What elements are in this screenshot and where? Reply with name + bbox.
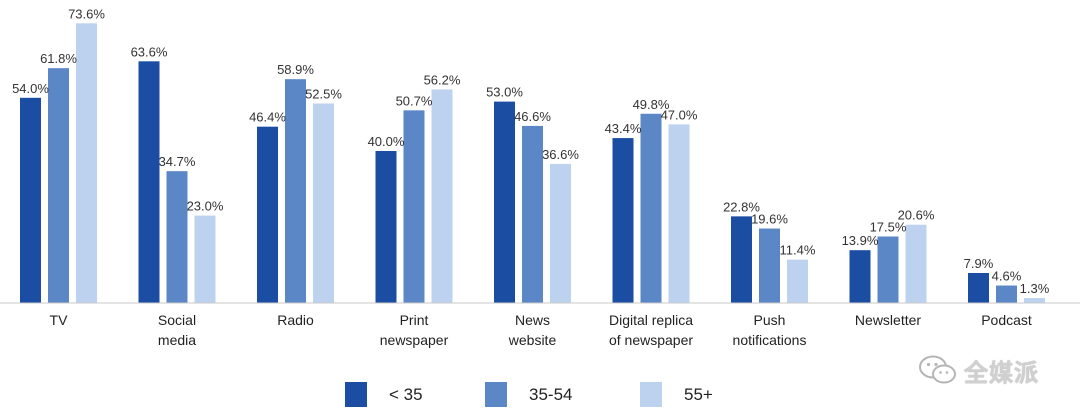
bar xyxy=(313,103,334,303)
bar-value-label: 52.5% xyxy=(305,87,342,102)
category-label: Social media xyxy=(158,312,196,348)
bar-value-label: 20.6% xyxy=(898,208,935,223)
legend-swatch xyxy=(640,382,662,407)
bar-value-label: 49.8% xyxy=(633,97,670,112)
category-label: Podcast xyxy=(981,312,1032,328)
legend: < 35 35-54 55+ xyxy=(0,382,1080,412)
legend-swatch xyxy=(345,382,367,407)
bar xyxy=(731,216,752,303)
bar xyxy=(668,124,690,304)
watermark-text: 全媒派 xyxy=(964,358,1039,387)
bar xyxy=(1024,298,1045,303)
watermark: 全媒派 xyxy=(918,352,1039,388)
bar xyxy=(996,285,1017,303)
bar-value-label: 7.9% xyxy=(964,256,994,271)
bar-value-label: 61.8% xyxy=(40,51,77,66)
category-label: Push notifications xyxy=(733,312,807,348)
bar-value-label: 54.0% xyxy=(12,81,49,96)
bar-value-label: 58.9% xyxy=(277,62,314,77)
bar xyxy=(76,23,97,303)
bar xyxy=(968,272,989,303)
bar xyxy=(285,79,306,304)
bar-value-label: 47.0% xyxy=(661,107,698,122)
legend-label: 55+ xyxy=(684,384,713,404)
bar xyxy=(194,215,216,303)
category-label: News website xyxy=(508,312,557,348)
bar-value-label: 36.6% xyxy=(542,147,579,162)
bar xyxy=(787,259,808,303)
bar xyxy=(375,151,397,303)
bar xyxy=(403,110,425,303)
bar-value-label: 1.3% xyxy=(1020,281,1050,296)
bar-group xyxy=(20,23,1045,304)
legend-label: 35-54 xyxy=(529,384,573,404)
bar xyxy=(166,171,188,303)
category-label: Radio xyxy=(277,312,314,328)
bar xyxy=(431,89,453,303)
bar-value-label: 63.6% xyxy=(131,44,168,59)
category-label: Print newspaper xyxy=(380,312,449,348)
category-label: TV xyxy=(50,312,69,328)
bar-value-label: 13.9% xyxy=(842,233,879,248)
bar xyxy=(877,236,899,303)
bar-value-label: 73.6% xyxy=(68,6,105,21)
bar-value-label: 34.7% xyxy=(159,154,196,169)
bar xyxy=(138,61,160,303)
legend-item-under-35: < 35 xyxy=(345,382,423,407)
bar xyxy=(905,224,927,303)
bar-value-label: 43.4% xyxy=(605,121,642,136)
value-label-group: 54.0% 61.8% 73.6% 63.6% 34.7% 23.0% 46.4% 58.9%… xyxy=(12,6,1050,296)
bar-value-label: 53.0% xyxy=(486,85,523,100)
bar xyxy=(20,97,41,303)
bar xyxy=(759,228,780,303)
bar-value-label: 23.0% xyxy=(187,199,224,214)
legend-swatch xyxy=(485,382,507,407)
bar xyxy=(522,125,543,303)
bar-value-label: 50.7% xyxy=(396,93,433,108)
bar-value-label: 22.8% xyxy=(723,199,760,214)
bar-value-label: 46.4% xyxy=(249,110,286,125)
bar xyxy=(257,126,278,304)
bar xyxy=(612,138,634,303)
bar-value-label: 56.2% xyxy=(424,72,461,87)
bar-value-label: 40.0% xyxy=(368,134,405,149)
bar-value-label: 11.4% xyxy=(780,243,816,258)
bar xyxy=(48,68,69,303)
bar-value-label: 4.6% xyxy=(992,269,1022,284)
bar xyxy=(849,250,871,303)
legend-item-35-54: 35-54 xyxy=(485,382,572,407)
bar-value-label: 19.6% xyxy=(751,212,788,227)
bar xyxy=(640,113,662,303)
category-label: Digital replica of newspaper xyxy=(609,312,693,348)
legend-label: < 35 xyxy=(389,384,423,404)
category-label-group: TV Social media Radio Print newspaper News webs… xyxy=(50,312,1032,348)
category-label: Newsletter xyxy=(855,312,921,328)
bar xyxy=(550,163,571,303)
bar-value-label: 17.5% xyxy=(870,220,907,235)
bar-chart: 54.0% 61.8% 73.6% 63.6% 34.7% 23.0% 46.4% 58.9%… xyxy=(0,6,1080,348)
legend-item-55-plus: 55+ xyxy=(640,382,713,407)
bar xyxy=(494,101,515,303)
bar-value-label: 46.6% xyxy=(514,109,551,124)
wechat-icon xyxy=(919,355,956,384)
